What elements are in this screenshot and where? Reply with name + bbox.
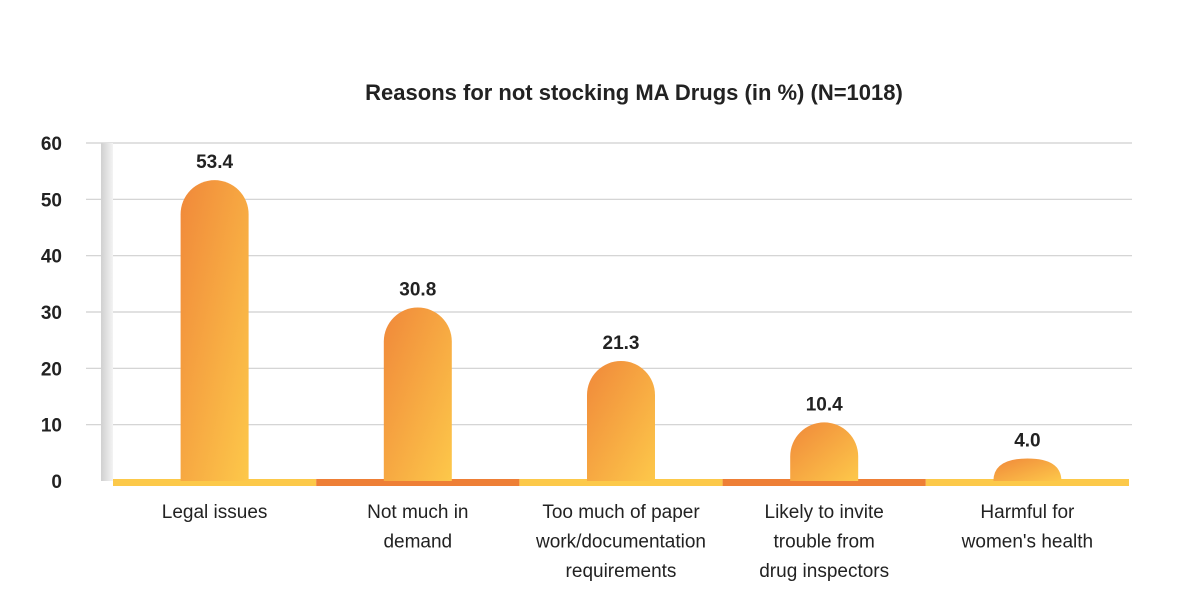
y-tick-label: 50 (41, 190, 62, 211)
category-label: Too much of paper work/documentation requi… (535, 502, 706, 582)
gridlines (86, 142, 1132, 426)
y-tick-label: 0 (51, 472, 62, 493)
data-labels: 53.4 30.8 21.3 10.4 4.0 (196, 152, 1041, 451)
category-baseline (113, 479, 1129, 486)
category-label: Not much in demand (367, 502, 468, 553)
y-axis-ticks: 0 10 20 30 40 50 60 (41, 134, 62, 493)
y-tick-label: 30 (41, 303, 62, 324)
bar (993, 458, 1062, 481)
chart-title: Reasons for not stocking MA Drugs (in %)… (365, 80, 903, 105)
y-axis-shadow (101, 143, 113, 481)
bar (180, 180, 249, 481)
bars (180, 180, 1062, 481)
y-tick-label: 40 (41, 247, 62, 268)
baseline-segment (316, 479, 520, 486)
baseline-segment (722, 479, 926, 486)
y-tick-label: 60 (41, 134, 62, 155)
data-label: 21.3 (603, 333, 640, 354)
baseline-segment (925, 479, 1129, 486)
baseline-segment (113, 479, 317, 486)
category-label: Harmful for women's health (961, 502, 1093, 553)
data-label: 30.8 (399, 279, 436, 300)
baseline-segment (519, 479, 723, 486)
bar (790, 422, 859, 481)
x-axis-categories: Legal issues Not much in demand Too much of… (162, 502, 1093, 582)
data-label: 10.4 (806, 394, 843, 415)
data-label: 53.4 (196, 152, 233, 173)
y-tick-label: 20 (41, 359, 62, 380)
y-tick-label: 10 (41, 416, 62, 437)
category-label: Legal issues (162, 502, 268, 523)
bar (383, 307, 452, 481)
bar (587, 361, 655, 481)
category-label: Likely to invite trouble from drug inspect… (759, 502, 889, 582)
data-label: 4.0 (1014, 430, 1040, 451)
